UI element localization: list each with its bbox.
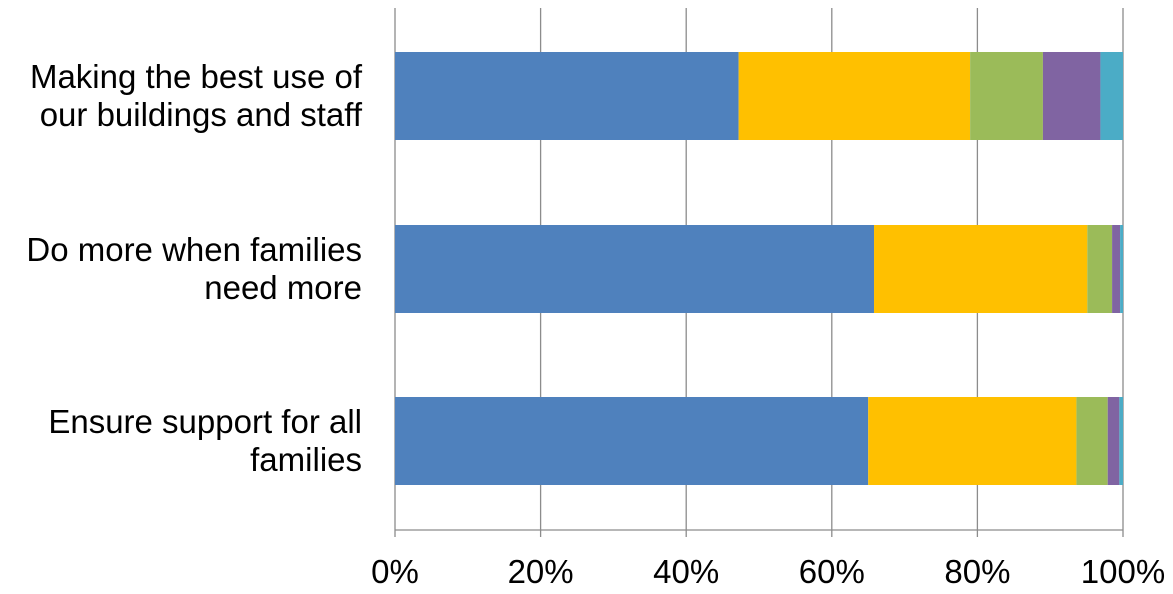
category-label-line: our buildings and staff	[40, 96, 363, 133]
bar-segment-3-5	[1119, 397, 1123, 485]
category-label-line: Do more when families	[26, 231, 362, 268]
bar-segment-1-1	[395, 52, 739, 140]
bar-segment-2-5	[1120, 225, 1123, 313]
tick-labels: 0% 20% 40% 60% 80% 100%	[371, 553, 1165, 590]
x-tick-label: 60%	[799, 553, 865, 590]
bar-segment-1-5	[1100, 52, 1123, 140]
x-tick-label: 0%	[371, 553, 419, 590]
category-labels: Making the best use of our buildings and …	[26, 58, 362, 478]
category-label: Ensure support for all families	[48, 403, 362, 478]
bar-segment-3-4	[1107, 397, 1120, 485]
bar-segment-3-3	[1076, 397, 1108, 485]
x-tick-label: 40%	[653, 553, 719, 590]
category-label-line: need more	[204, 269, 362, 306]
axis	[394, 529, 1124, 537]
bar-segment-2-2	[874, 225, 1088, 313]
category-label-line: Making the best use of	[30, 58, 363, 95]
x-tick-label: 20%	[508, 553, 574, 590]
bar-segment-2-4	[1112, 225, 1121, 313]
bars	[395, 52, 1123, 485]
category-label-line: families	[250, 441, 362, 478]
bar-segment-3-2	[868, 397, 1077, 485]
bar-segment-1-2	[738, 52, 971, 140]
x-tick-label: 100%	[1081, 553, 1165, 590]
bar-segment-1-3	[970, 52, 1043, 140]
x-tick-label: 80%	[944, 553, 1010, 590]
bar-segment-3-1	[395, 397, 869, 485]
bar-segment-2-3	[1087, 225, 1113, 313]
category-label: Making the best use of our buildings and …	[30, 58, 363, 133]
category-label: Do more when families need more	[26, 231, 362, 306]
bar-segment-2-1	[395, 225, 875, 313]
bar-segment-1-4	[1042, 52, 1101, 140]
category-label-line: Ensure support for all	[48, 403, 362, 440]
